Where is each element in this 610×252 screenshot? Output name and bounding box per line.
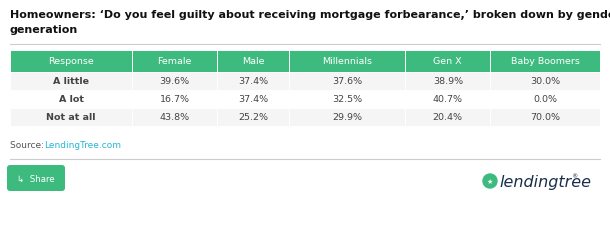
Text: 39.6%: 39.6% <box>160 77 190 86</box>
Text: 37.4%: 37.4% <box>238 77 268 86</box>
FancyBboxPatch shape <box>132 51 217 73</box>
Text: ®: ® <box>571 174 577 179</box>
Text: Baby Boomers: Baby Boomers <box>511 57 580 66</box>
FancyBboxPatch shape <box>490 91 600 109</box>
Text: LendingTree.com: LendingTree.com <box>44 140 121 149</box>
Text: 40.7%: 40.7% <box>432 95 463 104</box>
Text: 43.8%: 43.8% <box>160 113 190 122</box>
Text: Response: Response <box>48 57 94 66</box>
Text: 16.7%: 16.7% <box>160 95 190 104</box>
FancyBboxPatch shape <box>217 51 289 73</box>
FancyBboxPatch shape <box>406 73 490 91</box>
Text: Female: Female <box>157 57 192 66</box>
FancyBboxPatch shape <box>406 109 490 127</box>
Text: ↳  Share: ↳ Share <box>17 174 55 183</box>
Text: 37.6%: 37.6% <box>332 77 362 86</box>
Text: A lot: A lot <box>59 95 84 104</box>
FancyBboxPatch shape <box>10 109 132 127</box>
FancyBboxPatch shape <box>10 51 132 73</box>
Text: 38.9%: 38.9% <box>432 77 463 86</box>
FancyBboxPatch shape <box>289 73 406 91</box>
Text: 25.2%: 25.2% <box>239 113 268 122</box>
Text: 30.0%: 30.0% <box>530 77 560 86</box>
Text: 29.9%: 29.9% <box>332 113 362 122</box>
FancyBboxPatch shape <box>406 51 490 73</box>
Text: 20.4%: 20.4% <box>432 113 463 122</box>
FancyBboxPatch shape <box>490 51 600 73</box>
Text: 32.5%: 32.5% <box>332 95 362 104</box>
Text: Homeowners: ‘Do you feel guilty about receiving mortgage forbearance,’ broken do: Homeowners: ‘Do you feel guilty about re… <box>10 10 610 20</box>
Text: Source:: Source: <box>10 140 47 149</box>
Text: A little: A little <box>53 77 89 86</box>
Text: 0.0%: 0.0% <box>533 95 557 104</box>
Text: 70.0%: 70.0% <box>530 113 560 122</box>
Text: Male: Male <box>242 57 265 66</box>
FancyBboxPatch shape <box>406 91 490 109</box>
FancyBboxPatch shape <box>217 109 289 127</box>
Text: Not at all: Not at all <box>46 113 96 122</box>
FancyBboxPatch shape <box>289 91 406 109</box>
FancyBboxPatch shape <box>289 109 406 127</box>
FancyBboxPatch shape <box>10 73 132 91</box>
FancyBboxPatch shape <box>132 109 217 127</box>
FancyBboxPatch shape <box>217 91 289 109</box>
Text: lendingtree: lendingtree <box>499 174 591 189</box>
Text: Gen X: Gen X <box>434 57 462 66</box>
Text: generation: generation <box>10 25 78 35</box>
FancyBboxPatch shape <box>490 109 600 127</box>
FancyBboxPatch shape <box>10 91 132 109</box>
FancyBboxPatch shape <box>289 51 406 73</box>
Text: 37.4%: 37.4% <box>238 95 268 104</box>
Circle shape <box>483 174 497 188</box>
FancyBboxPatch shape <box>132 91 217 109</box>
Text: ★: ★ <box>487 178 493 184</box>
FancyBboxPatch shape <box>132 73 217 91</box>
FancyBboxPatch shape <box>217 73 289 91</box>
Text: Millennials: Millennials <box>322 57 372 66</box>
FancyBboxPatch shape <box>7 165 65 191</box>
FancyBboxPatch shape <box>490 73 600 91</box>
